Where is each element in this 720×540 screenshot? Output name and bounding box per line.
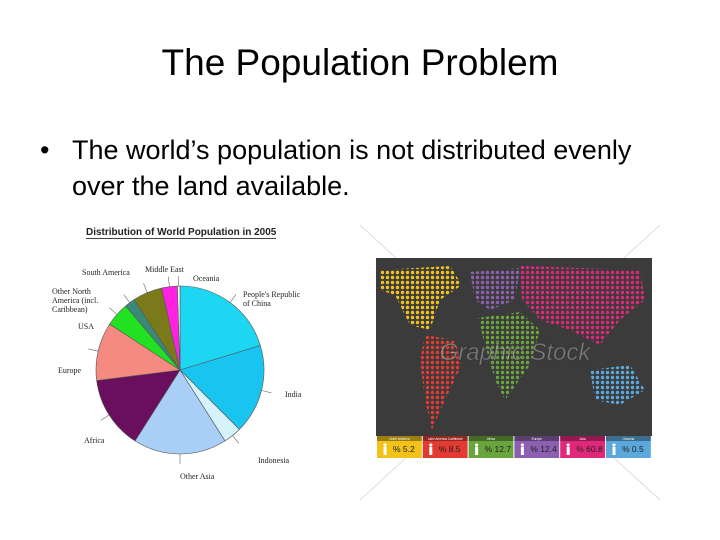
stat-value: % 60.8 <box>576 444 603 454</box>
person-icon-body <box>475 447 479 455</box>
person-icon-head <box>429 443 433 447</box>
map-region <box>590 365 645 405</box>
pie-slice <box>179 285 261 371</box>
person-icon-head <box>475 443 479 447</box>
leader-line <box>167 276 170 287</box>
person-icon-head <box>612 443 616 447</box>
leader-line <box>123 294 131 303</box>
bullet-text: The world’s population is not distribute… <box>72 135 632 201</box>
pie-label: Middle East <box>145 265 184 274</box>
map-region <box>380 266 462 330</box>
bullet: • The world’s population is not distribut… <box>40 132 640 204</box>
pie-label: USA <box>78 322 95 331</box>
stat-tile <box>560 436 605 458</box>
stat-tile <box>422 436 468 458</box>
stat-value: % 5.2 <box>393 444 415 454</box>
stat-value: % 0.5 <box>622 444 644 454</box>
slide-title: The Population Problem <box>161 42 559 83</box>
stat-value: % 8.5 <box>439 444 461 454</box>
leader-line <box>229 294 237 303</box>
pie-label: Europe <box>58 366 82 375</box>
pie-slice <box>134 369 226 455</box>
person-icon-head <box>520 443 525 447</box>
stat-header <box>514 436 560 441</box>
map-region <box>470 268 520 310</box>
stat-region: Latin America Caribbean <box>428 437 463 441</box>
person-icon-head <box>566 443 570 447</box>
person-icon-head <box>383 443 387 447</box>
leader-line <box>143 283 148 293</box>
stat-tile <box>514 436 560 458</box>
person-icon-body <box>383 447 387 455</box>
watermark: Graphic Stock <box>440 339 593 366</box>
stat-region: Europe <box>532 437 543 441</box>
stat-region: North America <box>389 437 409 441</box>
stat-value: % 12.4 <box>530 444 557 454</box>
person-icon-body <box>566 447 570 455</box>
leader-line <box>109 307 118 315</box>
stat-region: Africa <box>487 437 495 441</box>
pie-label: Oceania <box>193 274 220 283</box>
bullet-dot: • <box>40 135 50 165</box>
pie-label: People's Republic of China <box>243 290 301 308</box>
map-region <box>420 335 462 430</box>
person-icon-body <box>612 447 616 455</box>
stat-header <box>560 436 605 441</box>
world-map <box>380 266 645 430</box>
pie-label: Africa <box>84 436 105 445</box>
stat-header <box>377 436 422 441</box>
stat-tile <box>377 436 422 458</box>
stat-value: % 12.7 <box>485 444 512 454</box>
map-region <box>478 312 540 400</box>
person-icon-body <box>429 447 433 455</box>
pie-label: India <box>285 390 302 399</box>
stat-header <box>422 436 468 441</box>
leader-line <box>88 348 99 352</box>
stat-header <box>468 436 514 441</box>
leader-line <box>100 414 110 421</box>
stat-tile <box>468 436 514 458</box>
pie-label: South America <box>82 268 130 277</box>
stat-header <box>606 436 651 441</box>
leader-line <box>261 390 272 394</box>
person-icon-body <box>520 447 524 455</box>
stat-region: Asia <box>579 437 585 441</box>
map-region <box>520 266 645 345</box>
stat-tile <box>606 436 651 458</box>
stat-region: Oceania <box>622 437 634 441</box>
pie-label: Indonesia <box>258 456 290 465</box>
pie-label: Other Asia <box>180 472 215 481</box>
leader-line <box>232 435 240 444</box>
pie-label: Other North America (incl. Caribbean) <box>52 287 99 314</box>
pie-title: Distribution of World Population in 2005 <box>86 227 277 239</box>
